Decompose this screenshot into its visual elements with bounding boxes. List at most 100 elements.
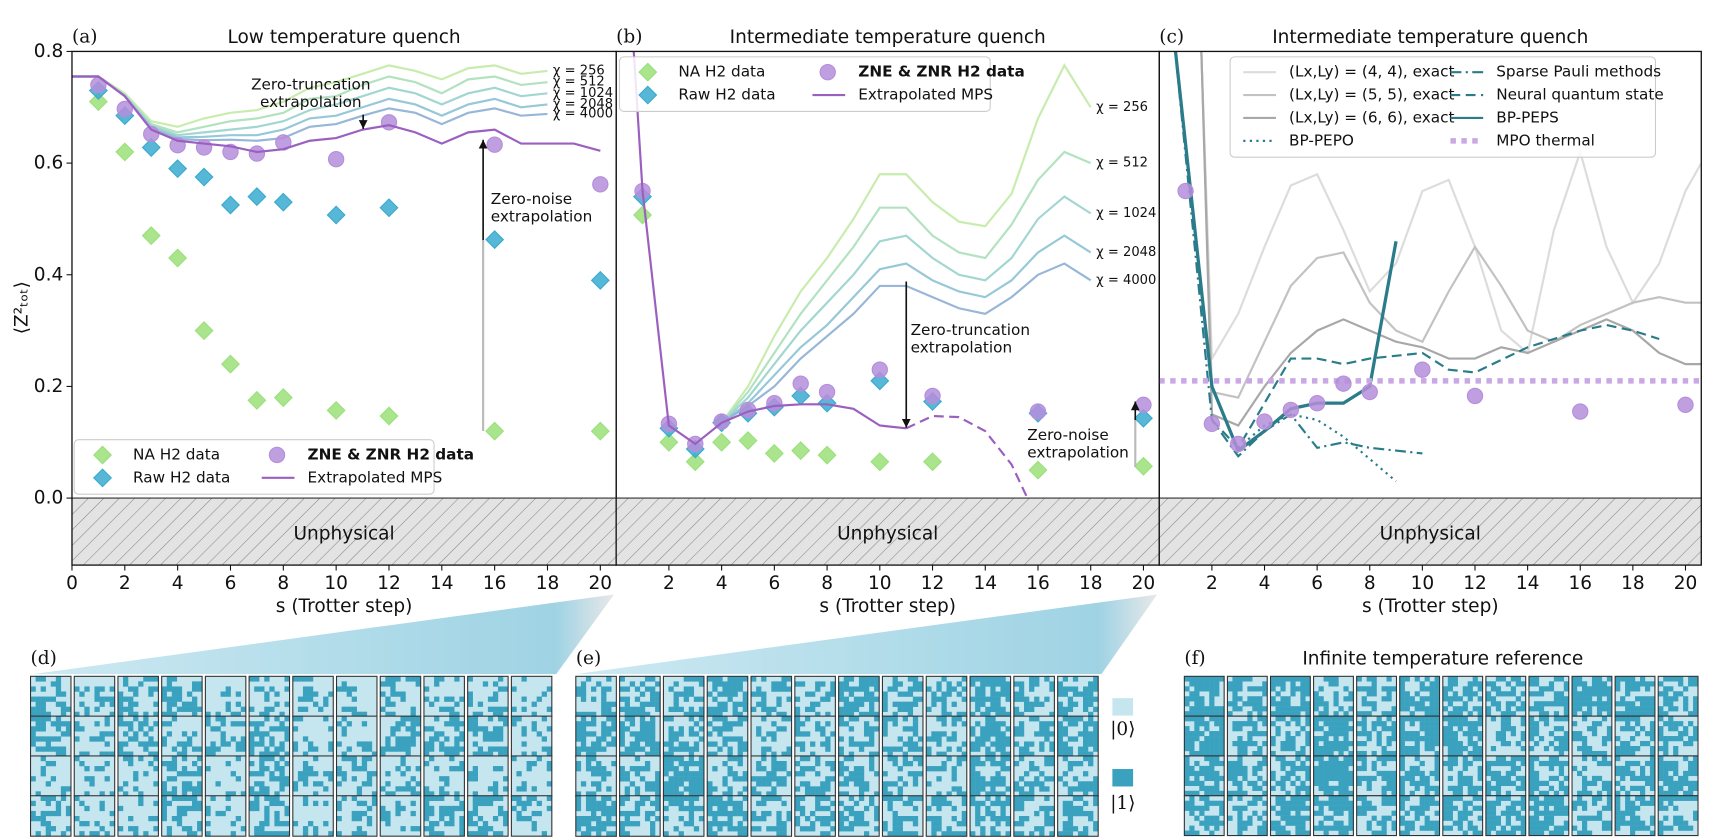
snapshot-pixel bbox=[1285, 745, 1291, 752]
snapshot-pixel bbox=[1295, 676, 1301, 682]
snapshot-pixel bbox=[956, 831, 962, 837]
snapshot-pixel bbox=[1184, 780, 1190, 787]
snapshot-pixel bbox=[794, 805, 801, 812]
snapshot-pixel bbox=[874, 771, 880, 777]
snapshot-pixel bbox=[1490, 745, 1497, 752]
snapshot-pixel bbox=[683, 805, 689, 812]
snapshot-pixel bbox=[521, 731, 527, 737]
snapshot-pixel bbox=[434, 681, 440, 687]
snapshot-pixel bbox=[650, 721, 656, 727]
snapshot-pixel bbox=[961, 676, 968, 682]
snapshot-pixel bbox=[892, 721, 898, 727]
snapshot-pixel bbox=[902, 755, 908, 762]
snapshot-pixel bbox=[1242, 765, 1248, 772]
snapshot-pixel bbox=[810, 826, 816, 832]
snapshot-pixel bbox=[1419, 760, 1425, 767]
snapshot-pixel bbox=[1280, 676, 1286, 682]
snapshot-pixel bbox=[503, 821, 509, 827]
snapshot-pixel bbox=[1399, 741, 1405, 747]
snapshot-pixel bbox=[1300, 696, 1306, 702]
snapshot-pixel bbox=[1252, 731, 1258, 737]
x-tick-label: 8 bbox=[1364, 573, 1376, 594]
snapshot-pixel bbox=[1204, 686, 1210, 692]
snapshot-pixel bbox=[683, 676, 689, 682]
snapshot-pixel bbox=[1313, 696, 1319, 702]
snapshot-pixel bbox=[722, 706, 728, 713]
snapshot-pixel bbox=[1361, 775, 1367, 782]
snapshot-pixel bbox=[639, 701, 646, 707]
snapshot-pixel bbox=[1366, 736, 1372, 742]
snapshot-pixel bbox=[302, 776, 309, 782]
snapshot-pixel bbox=[1663, 825, 1669, 831]
snapshot-pixel bbox=[611, 831, 617, 837]
snapshot-pixel bbox=[1533, 785, 1540, 791]
snapshot-pixel bbox=[1386, 785, 1392, 791]
snapshot-pixel bbox=[1057, 691, 1063, 697]
snapshot-pixel bbox=[1072, 686, 1079, 692]
snapshot-pixel bbox=[869, 755, 875, 762]
snapshot-pixel bbox=[799, 805, 806, 812]
snapshot-pixel bbox=[1572, 805, 1578, 811]
snapshot-pixel bbox=[99, 696, 105, 702]
snapshot-pixel bbox=[133, 716, 139, 722]
snapshot-pixel bbox=[580, 821, 587, 827]
snapshot-pixel bbox=[1013, 691, 1020, 697]
snapshot-pixel bbox=[1077, 805, 1084, 812]
snapshot-pixel bbox=[1361, 726, 1367, 732]
snapshot-pixel bbox=[1625, 805, 1631, 811]
snapshot-pixel bbox=[361, 711, 368, 717]
snapshot-pixel bbox=[449, 696, 455, 702]
snapshot-pixel bbox=[1018, 831, 1025, 837]
snapshot-pixel bbox=[521, 815, 527, 822]
snapshot-pixel bbox=[1270, 750, 1276, 757]
snapshot-pixel bbox=[951, 776, 957, 782]
snapshot-pixel bbox=[688, 810, 695, 817]
unphysical-region bbox=[71, 498, 617, 566]
snapshot-pixel bbox=[40, 701, 46, 707]
snapshot-pixel bbox=[756, 686, 762, 692]
snapshot-pixel bbox=[1093, 781, 1099, 787]
snapshot-pixel bbox=[1649, 795, 1656, 801]
snapshot-pixel bbox=[166, 686, 173, 692]
snapshot-pixel bbox=[1343, 760, 1349, 767]
snapshot-pixel bbox=[1533, 810, 1540, 816]
snapshot-pixel bbox=[1194, 711, 1200, 717]
snapshot-pixel bbox=[454, 805, 460, 812]
snapshot-pixel bbox=[1067, 696, 1074, 702]
snapshot-pixel bbox=[1649, 755, 1656, 762]
snapshot-pixel bbox=[838, 691, 844, 697]
snapshot-pixel bbox=[1343, 780, 1349, 787]
snapshot-pixel bbox=[128, 701, 134, 707]
snapshot-pixel bbox=[40, 721, 46, 727]
snapshot-pixel bbox=[853, 701, 860, 707]
snapshot-pixel bbox=[454, 711, 460, 717]
snapshot-pixel bbox=[454, 676, 460, 682]
snapshot-pixel bbox=[707, 805, 713, 812]
snapshot-pixel bbox=[1323, 706, 1329, 712]
snapshot-pixel bbox=[1381, 815, 1387, 821]
plot-frame bbox=[615, 50, 1160, 566]
snapshot-pixel bbox=[546, 766, 553, 772]
snapshot-pixel bbox=[712, 766, 718, 772]
snapshot-pixel bbox=[240, 791, 247, 797]
snapshot-pixel bbox=[1490, 785, 1497, 791]
snapshot-pixel bbox=[467, 721, 473, 727]
snapshot-pixel bbox=[153, 676, 159, 682]
snapshot-pixel bbox=[668, 686, 674, 692]
snapshot-pixel bbox=[1209, 736, 1215, 742]
snapshot-pixel bbox=[1644, 711, 1651, 717]
snapshot-pixel bbox=[1563, 810, 1569, 816]
snapshot-pixel bbox=[225, 760, 231, 767]
snapshot-pixel bbox=[498, 726, 504, 732]
snapshot-pixel bbox=[395, 676, 401, 682]
snapshot-pixel bbox=[94, 831, 100, 837]
series-line bbox=[1200, 51, 1702, 427]
x-tick-label: 10 bbox=[1411, 573, 1435, 594]
snapshot-pixel bbox=[1088, 681, 1094, 687]
snapshot-pixel bbox=[698, 791, 705, 797]
snapshot-pixel bbox=[655, 691, 661, 697]
snapshot-pixel bbox=[737, 721, 743, 727]
snapshot-pixel bbox=[611, 810, 617, 817]
snapshot-pixel bbox=[1490, 760, 1497, 767]
